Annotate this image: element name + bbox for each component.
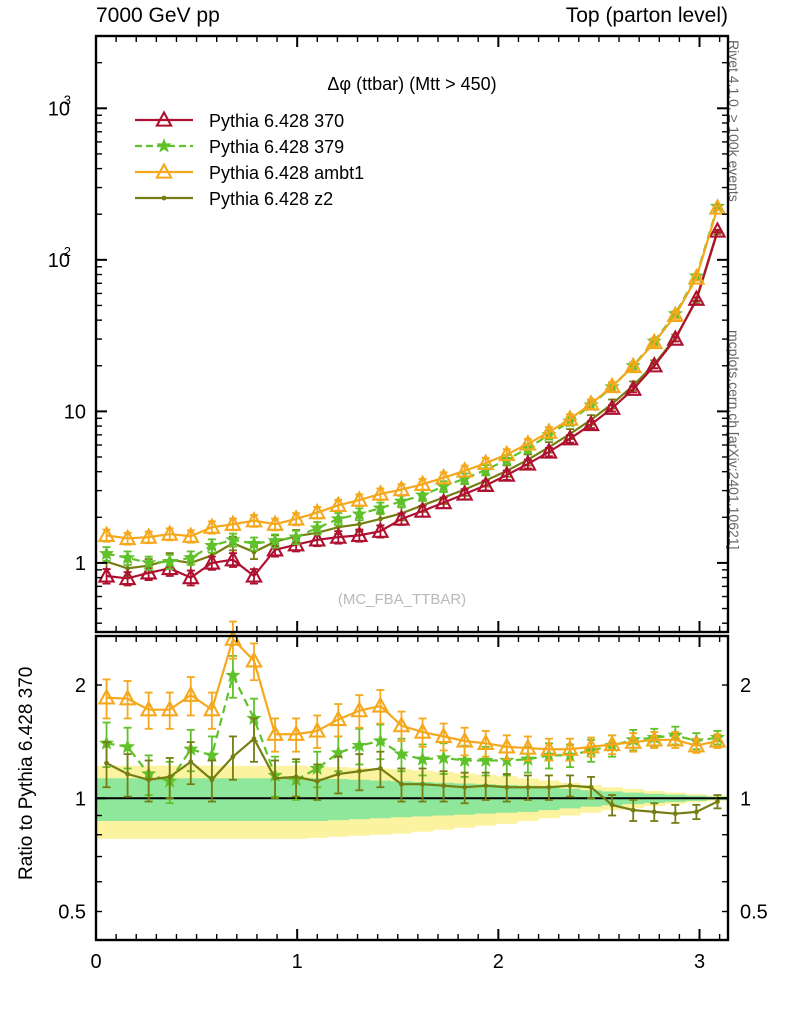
header-right-label: Top (parton level) bbox=[565, 4, 728, 27]
legend-item-label: Pythia 6.428 ambt1 bbox=[209, 163, 364, 183]
ratio-panel-frame bbox=[94, 634, 730, 942]
main-ytick-label: 10 bbox=[64, 401, 86, 423]
xtick-label: 3 bbox=[694, 951, 705, 973]
ratio-x-ticks bbox=[95, 636, 721, 940]
legend-item-label: Pythia 6.428 370 bbox=[209, 111, 344, 131]
xtick-label: 0 bbox=[90, 951, 101, 973]
ratio-ytick-label-left: 1 bbox=[75, 788, 86, 810]
watermark-label: (MC_FBA_TTBAR) bbox=[338, 591, 466, 608]
ratio-ytick-label-right: 0.5 bbox=[740, 902, 768, 924]
xtick-label: 1 bbox=[292, 951, 303, 973]
main-ytick-exponent: 3 bbox=[64, 92, 71, 107]
main-series-pythia-6-428-370 bbox=[97, 221, 727, 587]
legend-item-1[interactable]: Pythia 6.428 379 bbox=[135, 137, 344, 157]
legend-item-2[interactable]: Pythia 6.428 ambt1 bbox=[135, 162, 364, 183]
main-panel-frame bbox=[94, 34, 730, 634]
main-y-ticks bbox=[96, 35, 728, 624]
xtick-label: 2 bbox=[493, 951, 504, 973]
ratio-ytick-label-right: 1 bbox=[740, 788, 751, 810]
main-series-pythia-6-428-z2 bbox=[102, 229, 722, 577]
legend-item-label: Pythia 6.428 379 bbox=[209, 137, 344, 157]
main-x-ticks bbox=[95, 36, 721, 632]
legend-item-label: Pythia 6.428 z2 bbox=[209, 189, 333, 209]
ratio-ytick-label-left: 2 bbox=[75, 675, 86, 697]
main-ytick-label: 10 bbox=[48, 98, 70, 120]
main-ytick-label: 10 bbox=[48, 250, 70, 272]
ratio-series-pythia-6-428-z2 bbox=[102, 717, 722, 824]
ratio-ytick-label-left: 0.5 bbox=[58, 902, 86, 924]
main-ytick-label: 1 bbox=[75, 553, 86, 575]
ratio-y-ticks bbox=[96, 684, 728, 913]
ratio-series-pythia-6-428-ambt1 bbox=[97, 620, 727, 762]
main-ytick-exponent: 2 bbox=[64, 244, 71, 259]
legend-item-3[interactable]: Pythia 6.428 z2 bbox=[135, 189, 333, 209]
ratio-ytick-label-right: 2 bbox=[740, 675, 751, 697]
main-panel-title: Δφ (ttbar) (Mtt > 450) bbox=[327, 74, 496, 94]
header-left-label: 7000 GeV pp bbox=[96, 4, 220, 27]
legend-item-0[interactable]: Pythia 6.428 370 bbox=[135, 110, 344, 131]
main-series-pythia-6-428-ambt1 bbox=[97, 198, 727, 546]
